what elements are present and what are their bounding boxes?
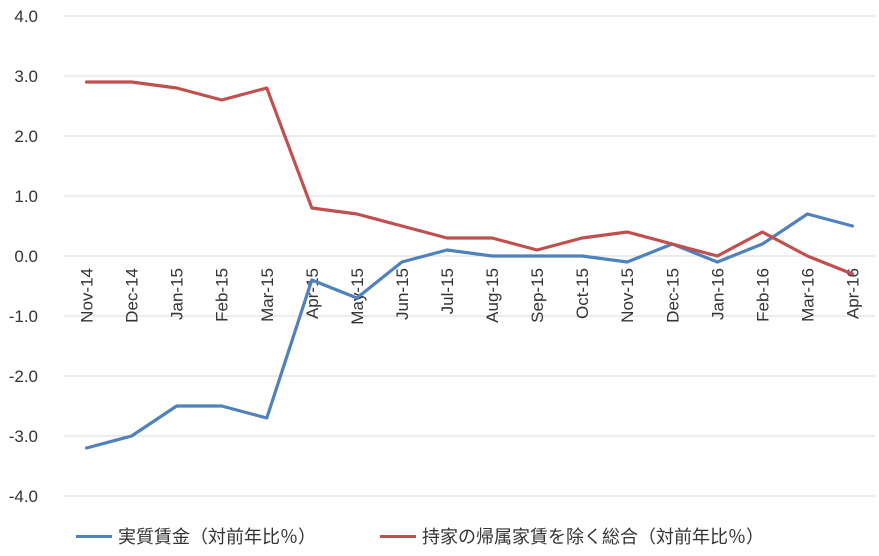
x-tick-label: Apr-15 [303, 268, 322, 319]
x-tick-label: Mar-16 [798, 268, 817, 322]
x-tick-label: Feb-15 [213, 268, 232, 322]
line-chart: 4.0 3.0 2.0 1.0 0.0 -1.0 -2.0 -3.0 -4.0 Nov-14 De… [9, 7, 875, 506]
series-line-real-wages [84, 212, 855, 450]
x-axis-tick-labels: Nov-14 Dec-14 Jan-15 Feb-15 Mar-15 Apr-15 May-… [78, 268, 863, 325]
x-tick-label: Aug-15 [483, 268, 502, 323]
series-lines [84, 80, 855, 450]
x-tick-label: Jun-15 [393, 268, 412, 320]
y-tick-label: 0.0 [14, 247, 38, 266]
x-tick-label: Dec-14 [123, 268, 142, 323]
x-tick-label: Apr-16 [843, 268, 862, 319]
y-tick-label: -4.0 [9, 487, 38, 506]
y-tick-label: 3.0 [14, 67, 38, 86]
x-tick-label: Oct-15 [573, 268, 592, 319]
x-tick-label: Jul-15 [438, 268, 457, 314]
y-tick-label: 2.0 [14, 127, 38, 146]
legend-swatch-real-wages [76, 534, 112, 538]
legend-label-real-wages: 実質賃金（対前年比％） [118, 527, 316, 548]
x-tick-label: Feb-16 [753, 268, 772, 322]
legend-item-cpi: 持家の帰属家賃を除く総合（対前年比％） [380, 522, 764, 550]
y-tick-label: 4.0 [14, 7, 38, 26]
x-tick-label: Jan-16 [708, 268, 727, 320]
y-tick-label: 1.0 [14, 187, 38, 206]
y-tick-label: -1.0 [9, 307, 38, 326]
legend-swatch-cpi [380, 534, 416, 538]
x-tick-label: Dec-15 [663, 268, 682, 323]
x-tick-label: Nov-15 [618, 268, 637, 323]
x-tick-label: Mar-15 [258, 268, 277, 322]
x-tick-label: Sep-15 [528, 268, 547, 323]
y-tick-label: -2.0 [9, 367, 38, 386]
x-tick-label: Jan-15 [168, 268, 187, 320]
legend: 実質賃金（対前年比％） 持家の帰属家賃を除く総合（対前年比％） [0, 522, 879, 550]
y-tick-label: -3.0 [9, 427, 38, 446]
x-tick-label: Nov-14 [78, 268, 97, 323]
series-line-cpi [84, 80, 855, 276]
legend-label-cpi: 持家の帰属家賃を除く総合（対前年比％） [422, 527, 764, 548]
legend-item-real-wages: 実質賃金（対前年比％） [76, 522, 316, 550]
y-axis-tick-labels: 4.0 3.0 2.0 1.0 0.0 -1.0 -2.0 -3.0 -4.0 [9, 7, 38, 506]
gridlines [64, 15, 875, 497]
